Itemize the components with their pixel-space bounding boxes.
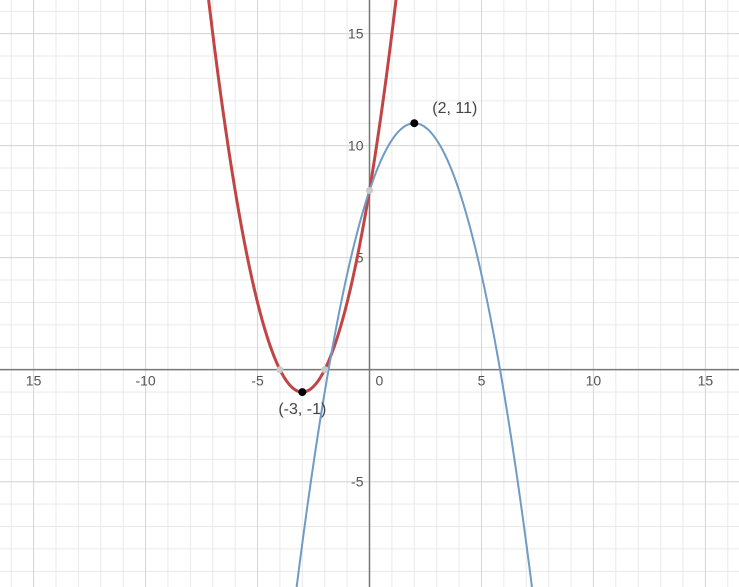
svg-text:0: 0 — [376, 373, 384, 389]
svg-text:15: 15 — [26, 373, 42, 389]
svg-text:15: 15 — [348, 26, 364, 42]
svg-text:5: 5 — [478, 373, 486, 389]
vertex-point — [410, 119, 418, 127]
vertex-label: (-3, -1) — [278, 401, 326, 418]
chart-container: 15-10-5051015-551015(-3, -1)(2, 11) — [0, 0, 739, 587]
svg-text:-10: -10 — [135, 373, 155, 389]
grey-point — [321, 366, 328, 373]
svg-text:-5: -5 — [351, 474, 364, 490]
svg-text:15: 15 — [698, 373, 714, 389]
grey-point — [366, 187, 373, 194]
parabola-chart: 15-10-5051015-551015(-3, -1)(2, 11) — [0, 0, 739, 587]
vertex-label: (2, 11) — [432, 100, 477, 117]
svg-text:10: 10 — [348, 138, 364, 154]
grey-point — [276, 366, 283, 373]
svg-text:-5: -5 — [251, 373, 264, 389]
vertex-point — [298, 388, 306, 396]
svg-text:10: 10 — [586, 373, 602, 389]
